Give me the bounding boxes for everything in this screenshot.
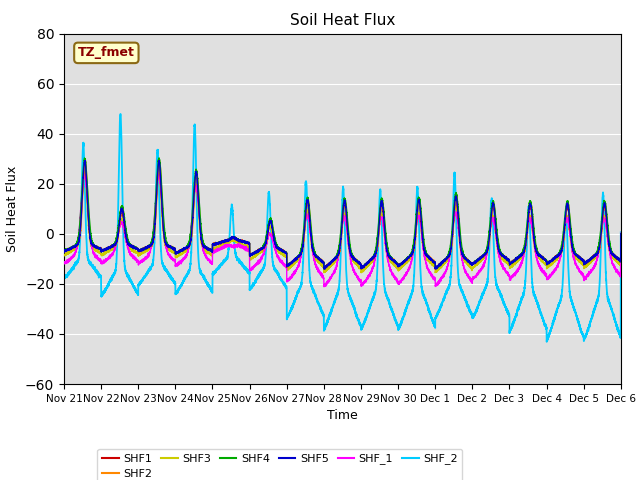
SHF_1 bbox=[81, 171, 88, 177]
SHF2 bbox=[594, 251, 602, 256]
SHF4 bbox=[324, 263, 332, 269]
SHF3 bbox=[467, 264, 475, 270]
SHF3 bbox=[483, 251, 491, 257]
SHF2 bbox=[587, 255, 595, 261]
SHF_1 bbox=[617, 230, 625, 236]
SHF3 bbox=[617, 232, 625, 238]
SHF5 bbox=[321, 266, 329, 272]
Line: SHF1: SHF1 bbox=[64, 163, 621, 269]
Title: Soil Heat Flux: Soil Heat Flux bbox=[290, 13, 395, 28]
SHF_1 bbox=[324, 279, 332, 285]
SHF_2 bbox=[483, 281, 491, 287]
SHF_2 bbox=[250, 280, 257, 286]
SHF3 bbox=[320, 270, 328, 276]
Line: SHF4: SHF4 bbox=[64, 158, 621, 269]
SHF_1 bbox=[467, 277, 475, 283]
SHF_1 bbox=[483, 250, 491, 256]
SHF_1 bbox=[250, 264, 257, 269]
SHF1 bbox=[467, 260, 475, 266]
Line: SHF_1: SHF_1 bbox=[64, 174, 621, 287]
SHF4 bbox=[467, 261, 475, 266]
Text: TZ_fmet: TZ_fmet bbox=[78, 47, 135, 60]
SHF4 bbox=[156, 155, 163, 161]
SHF5 bbox=[594, 250, 602, 256]
SHF2 bbox=[324, 262, 332, 268]
SHF1 bbox=[617, 232, 625, 238]
SHF_2 bbox=[617, 229, 625, 235]
SHF2 bbox=[467, 260, 475, 266]
SHF1 bbox=[483, 249, 491, 254]
SHF4 bbox=[594, 247, 602, 253]
SHF1 bbox=[320, 266, 328, 272]
SHF5 bbox=[617, 231, 625, 237]
SHF5 bbox=[483, 249, 491, 254]
SHF1 bbox=[594, 250, 602, 256]
SHF_2 bbox=[594, 298, 602, 304]
SHF4 bbox=[617, 231, 625, 237]
SHF_2 bbox=[543, 339, 550, 345]
SHF_1 bbox=[594, 254, 602, 260]
SHF5 bbox=[60, 249, 68, 254]
SHF3 bbox=[587, 260, 595, 266]
SHF3 bbox=[594, 251, 602, 256]
SHF2 bbox=[483, 250, 491, 255]
SHF_2 bbox=[324, 319, 332, 324]
SHF5 bbox=[250, 251, 257, 257]
SHF4 bbox=[587, 257, 595, 263]
SHF_1 bbox=[587, 269, 595, 275]
SHF_1 bbox=[320, 284, 328, 289]
SHF3 bbox=[324, 266, 332, 272]
SHF4 bbox=[250, 251, 257, 256]
X-axis label: Time: Time bbox=[327, 409, 358, 422]
SHF4 bbox=[60, 248, 68, 254]
SHF4 bbox=[321, 266, 328, 272]
Line: SHF_2: SHF_2 bbox=[64, 114, 621, 342]
SHF1 bbox=[587, 257, 595, 263]
SHF2 bbox=[60, 248, 68, 254]
SHF1 bbox=[250, 251, 257, 257]
SHF_2 bbox=[116, 111, 124, 117]
SHF_2 bbox=[587, 318, 595, 324]
SHF1 bbox=[156, 160, 163, 166]
SHF2 bbox=[617, 231, 625, 237]
SHF1 bbox=[60, 248, 68, 254]
Y-axis label: Soil Heat Flux: Soil Heat Flux bbox=[6, 166, 19, 252]
SHF2 bbox=[81, 157, 89, 163]
SHF5 bbox=[81, 158, 89, 164]
Legend: SHF1, SHF2, SHF3, SHF4, SHF5, SHF_1, SHF_2: SHF1, SHF2, SHF3, SHF4, SHF5, SHF_1, SHF… bbox=[97, 449, 462, 480]
SHF5 bbox=[467, 260, 475, 265]
SHF_1 bbox=[60, 260, 68, 266]
SHF5 bbox=[324, 263, 332, 269]
SHF3 bbox=[155, 170, 163, 176]
Line: SHF5: SHF5 bbox=[64, 161, 621, 269]
SHF1 bbox=[324, 262, 332, 267]
Line: SHF3: SHF3 bbox=[64, 173, 621, 273]
SHF_2 bbox=[60, 276, 68, 281]
SHF4 bbox=[483, 245, 491, 251]
SHF3 bbox=[60, 252, 68, 258]
SHF3 bbox=[250, 254, 257, 260]
SHF2 bbox=[250, 251, 257, 257]
SHF_2 bbox=[467, 310, 475, 316]
Line: SHF2: SHF2 bbox=[64, 160, 621, 269]
SHF2 bbox=[431, 266, 439, 272]
SHF5 bbox=[587, 256, 595, 262]
